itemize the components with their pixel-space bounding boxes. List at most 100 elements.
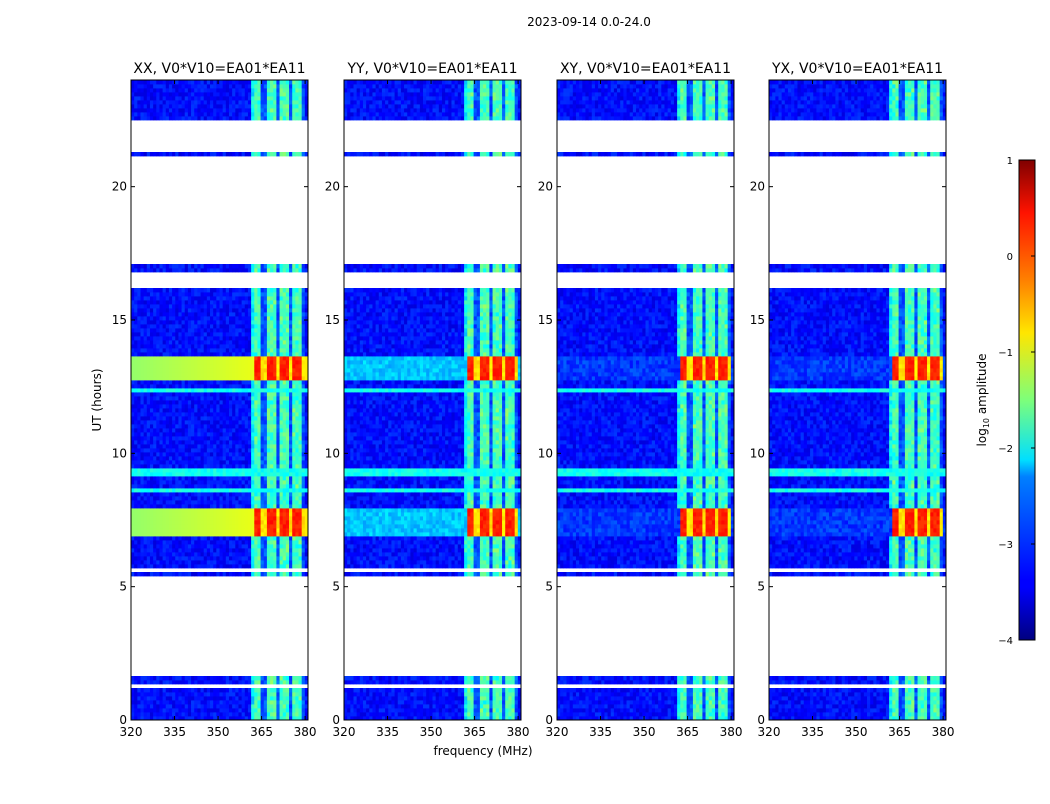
heatmap-cell bbox=[267, 548, 271, 552]
heatmap-cell bbox=[159, 376, 163, 380]
heatmap-cell bbox=[131, 392, 135, 396]
heatmap-cell bbox=[220, 376, 224, 380]
heatmap-cell bbox=[299, 492, 303, 496]
heatmap-cell bbox=[257, 484, 261, 488]
heatmap-cell bbox=[226, 384, 230, 388]
heatmap-cell bbox=[201, 524, 205, 528]
heatmap-cell bbox=[242, 544, 246, 548]
heatmap-cell bbox=[270, 376, 274, 380]
heatmap-cell bbox=[150, 360, 154, 364]
heatmap-cell bbox=[172, 368, 176, 372]
heatmap-cell bbox=[188, 420, 192, 424]
heatmap-cell bbox=[220, 404, 224, 408]
heatmap-cell bbox=[163, 436, 167, 440]
heatmap-cell bbox=[273, 708, 277, 712]
heatmap-cell bbox=[251, 540, 255, 544]
heatmap-cell bbox=[232, 468, 236, 472]
heatmap-cell bbox=[159, 432, 163, 436]
heatmap-cell bbox=[147, 452, 151, 456]
heatmap-cell bbox=[261, 536, 265, 540]
heatmap-cell bbox=[283, 372, 287, 376]
heatmap-cell bbox=[175, 676, 179, 680]
heatmap-cell bbox=[251, 572, 255, 576]
heatmap-cell bbox=[153, 388, 157, 392]
heatmap-cell bbox=[197, 688, 201, 692]
heatmap-cell bbox=[210, 536, 214, 540]
heatmap-cell bbox=[178, 696, 182, 700]
heatmap-cell bbox=[264, 556, 268, 560]
heatmap-cell bbox=[169, 464, 173, 468]
heatmap-cell bbox=[156, 416, 160, 420]
heatmap-cell bbox=[216, 360, 220, 364]
heatmap-cell bbox=[147, 424, 151, 428]
heatmap-cell bbox=[245, 480, 249, 484]
heatmap-cell bbox=[229, 688, 233, 692]
heatmap-cell bbox=[210, 700, 214, 704]
heatmap-cell bbox=[232, 440, 236, 444]
heatmap-cell bbox=[280, 416, 284, 420]
heatmap-cell bbox=[134, 492, 138, 496]
heatmap-cell bbox=[245, 556, 249, 560]
heatmap-cell bbox=[140, 452, 144, 456]
heatmap-cell bbox=[213, 712, 217, 716]
heatmap-cell bbox=[229, 436, 233, 440]
heatmap-cell bbox=[210, 532, 214, 536]
heatmap-cell bbox=[273, 424, 277, 428]
heatmap-cell bbox=[207, 452, 211, 456]
heatmap-cell bbox=[232, 516, 236, 520]
heatmap-cell bbox=[153, 396, 157, 400]
heatmap-cell bbox=[201, 392, 205, 396]
heatmap-cell bbox=[235, 388, 239, 392]
heatmap-cell bbox=[156, 560, 160, 564]
heatmap-cell bbox=[194, 504, 198, 508]
heatmap-cell bbox=[166, 704, 170, 708]
heatmap-cell bbox=[140, 440, 144, 444]
heatmap-cell bbox=[229, 440, 233, 444]
heatmap-cell bbox=[159, 564, 163, 568]
heatmap-cell bbox=[299, 680, 303, 684]
heatmap-cell bbox=[207, 520, 211, 524]
heatmap-cell bbox=[166, 484, 170, 488]
heatmap-cell bbox=[286, 492, 290, 496]
heatmap-cell bbox=[140, 384, 144, 388]
heatmap-cell bbox=[137, 700, 141, 704]
heatmap-cell bbox=[223, 516, 227, 520]
heatmap-cell bbox=[273, 420, 277, 424]
heatmap-cell bbox=[273, 436, 277, 440]
heatmap-cell bbox=[238, 500, 242, 504]
heatmap-cell bbox=[280, 364, 284, 368]
heatmap-cell bbox=[245, 696, 249, 700]
panel-xx: XX, V0*V10=EA01*EA11 320 335 350 365 380 051… bbox=[112, 61, 317, 739]
heatmap-cell bbox=[210, 388, 214, 392]
heatmap-cell bbox=[178, 404, 182, 408]
heatmap-cell bbox=[223, 404, 227, 408]
heatmap-cell bbox=[194, 532, 198, 536]
heatmap-cell bbox=[169, 436, 173, 440]
heatmap-cell bbox=[254, 408, 258, 412]
heatmap-cell bbox=[283, 696, 287, 700]
heatmap-cell bbox=[188, 484, 192, 488]
heatmap-cell bbox=[153, 704, 157, 708]
heatmap-cell bbox=[172, 436, 176, 440]
heatmap-cell bbox=[194, 700, 198, 704]
heatmap-cell bbox=[242, 480, 246, 484]
heatmap-cell bbox=[286, 708, 290, 712]
heatmap-cell bbox=[251, 532, 255, 536]
heatmap-cell bbox=[175, 508, 179, 512]
heatmap-cell bbox=[178, 560, 182, 564]
heatmap-cell bbox=[156, 460, 160, 464]
heatmap-cell bbox=[270, 680, 274, 684]
heatmap-cell bbox=[299, 524, 303, 528]
heatmap-cell bbox=[169, 420, 173, 424]
heatmap-cell bbox=[295, 392, 299, 396]
heatmap-cell bbox=[220, 480, 224, 484]
heatmap-cell bbox=[261, 472, 265, 476]
heatmap-cell bbox=[159, 400, 163, 404]
heatmap-cell bbox=[292, 704, 296, 708]
heatmap-cell bbox=[267, 360, 271, 364]
heatmap-cell bbox=[166, 424, 170, 428]
heatmap-cell bbox=[134, 524, 138, 528]
heatmap-cell bbox=[182, 556, 186, 560]
heatmap-cell bbox=[216, 484, 220, 488]
heatmap-cell bbox=[137, 504, 141, 508]
